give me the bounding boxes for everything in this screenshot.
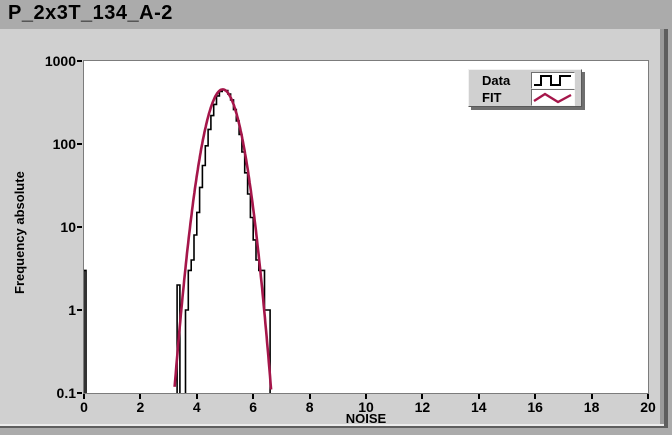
x-tick-mark xyxy=(139,394,142,399)
y-tick-label: 0.1 xyxy=(56,385,76,401)
x-tick-label: 16 xyxy=(527,399,543,415)
y-tick-label: 1 xyxy=(68,302,76,318)
legend-label-fit: FIT xyxy=(482,90,502,105)
x-tick-mark xyxy=(252,394,255,399)
x-tick-mark xyxy=(421,394,424,399)
y-tick-label: 10 xyxy=(60,219,76,235)
x-tick-label: 18 xyxy=(583,399,600,415)
fit-curve-series xyxy=(173,88,273,390)
y-tick-mark xyxy=(77,143,82,145)
x-tick-label: 20 xyxy=(640,399,656,415)
legend-label-data: Data xyxy=(482,73,511,88)
x-tick-mark xyxy=(308,394,311,399)
x-tick-label: 6 xyxy=(249,399,258,415)
y-tick-label: 100 xyxy=(52,136,76,152)
y-tick-mark xyxy=(77,60,82,62)
legend-swatch-fit[interactable] xyxy=(531,89,575,106)
y-tick-mark xyxy=(77,309,82,311)
panel-bevel-bottom-dark xyxy=(0,426,668,428)
x-tick-label: 4 xyxy=(192,399,201,415)
x-tick-mark xyxy=(195,394,198,399)
x-tick-label: 2 xyxy=(136,399,145,415)
x-tick-mark xyxy=(365,394,367,399)
x-tick-mark xyxy=(83,394,85,399)
x-tick-label: 10 xyxy=(358,399,374,415)
legend-item-fit[interactable]: FIT xyxy=(469,89,581,106)
zigzag-line-icon xyxy=(533,92,572,104)
legend-swatch-data[interactable] xyxy=(531,72,575,89)
y-axis-title: Frequency absolute xyxy=(12,171,27,295)
panel-bevel-right xyxy=(660,29,664,428)
titlebar: P_2x3T_134_A-2 xyxy=(0,0,672,29)
plot-legend: Data FIT xyxy=(468,69,582,107)
x-tick-mark xyxy=(590,394,593,399)
step-line-icon xyxy=(534,75,571,86)
x-tick-label: 8 xyxy=(305,399,314,415)
legend-item-data[interactable]: Data xyxy=(469,72,581,89)
panel-bevel-right-dark xyxy=(664,29,668,428)
x-tick-label: 12 xyxy=(414,399,431,415)
page-title: P_2x3T_134_A-2 xyxy=(8,2,173,24)
y-tick-mark xyxy=(77,392,82,394)
plot-canvas xyxy=(84,88,273,393)
x-axis-title: NOISE xyxy=(345,411,387,426)
x-tick-label: 14 xyxy=(471,399,487,415)
x-tick-mark xyxy=(647,394,649,399)
x-tick-mark xyxy=(534,394,537,399)
y-tick-label: 1000 xyxy=(44,53,76,69)
y-tick-mark xyxy=(77,226,82,228)
x-tick-label: 0 xyxy=(80,399,88,415)
panel-bevel-bottom-light xyxy=(0,424,664,426)
x-tick-mark xyxy=(477,394,480,399)
